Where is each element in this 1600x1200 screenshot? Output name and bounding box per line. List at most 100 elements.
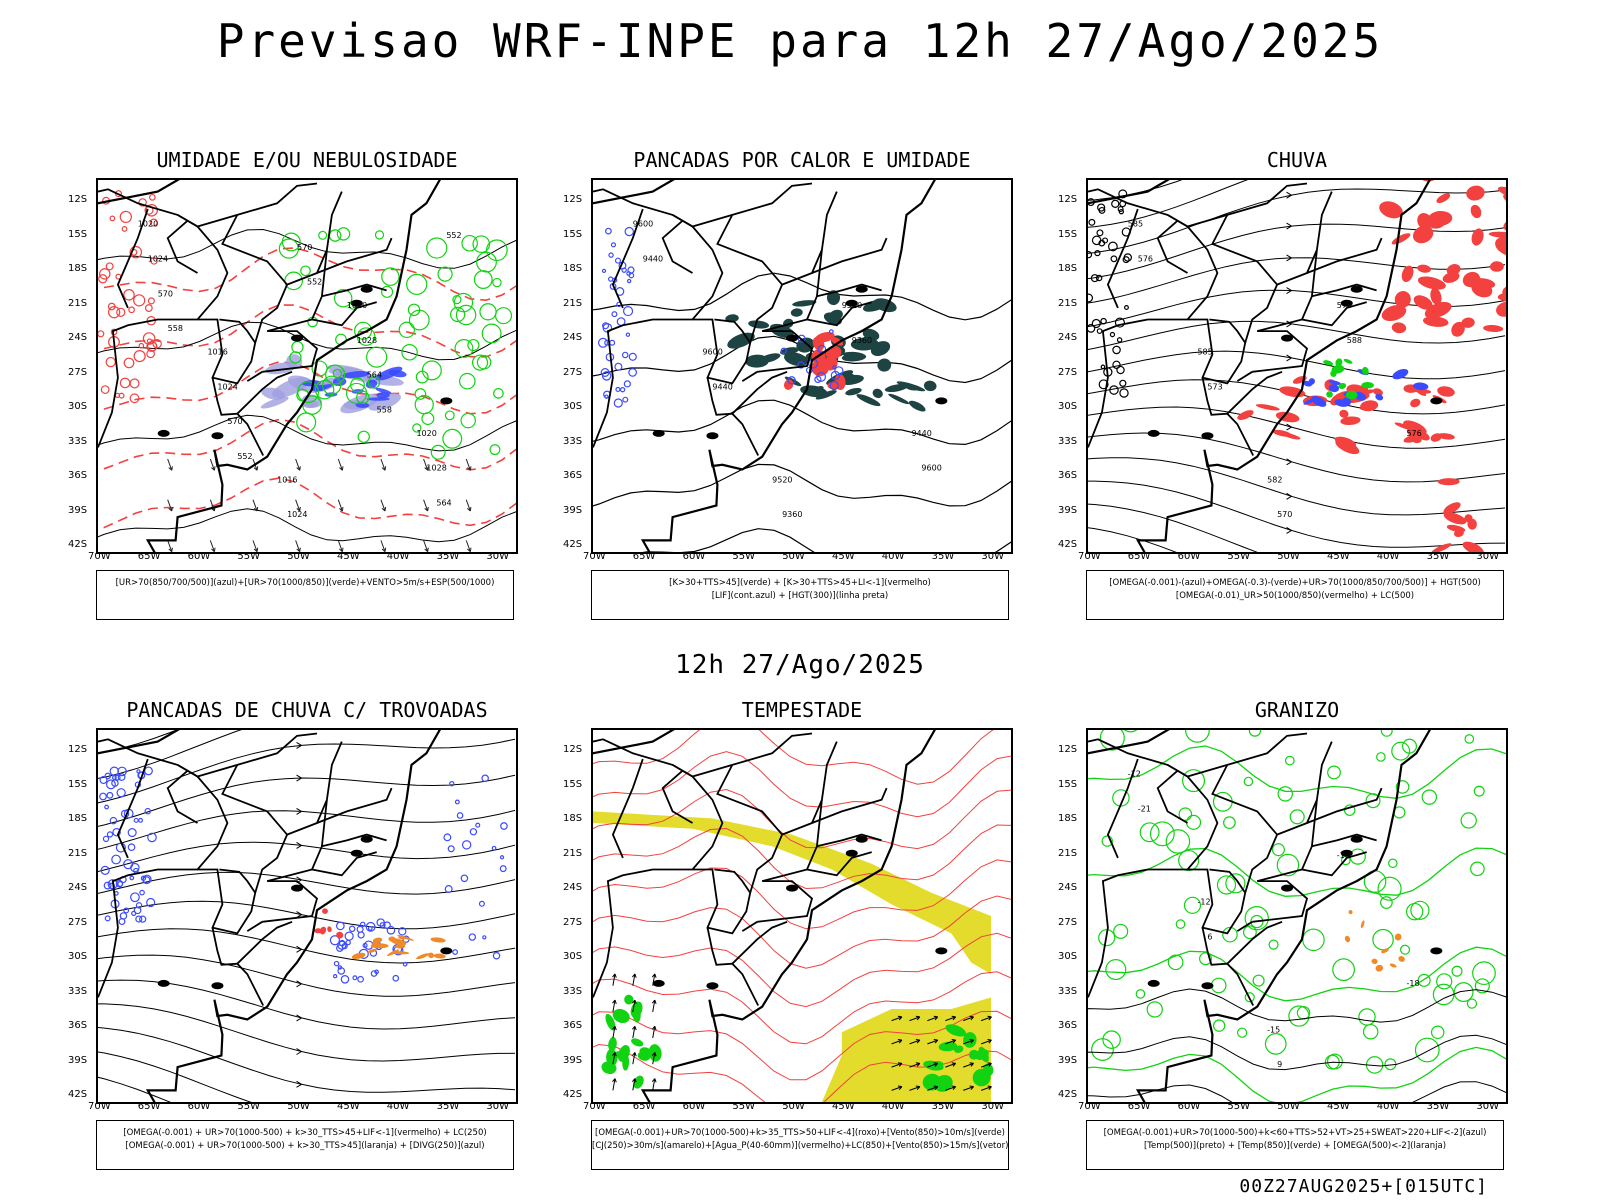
lat-tick-label: 33S bbox=[1058, 985, 1078, 997]
map-pancadas-calor: 9600 9600 9520 9520 9440 9440 9440 9360 9360 9600 bbox=[591, 178, 1013, 554]
contour-label: 558 bbox=[377, 406, 392, 415]
panel-title-chuva: CHUVA bbox=[1266, 148, 1328, 172]
lat-tick-label: 21S bbox=[68, 847, 88, 859]
lat-tick-label: 12S bbox=[563, 194, 583, 205]
lon-tick-label: 35W bbox=[931, 551, 955, 562]
lon-tick-label: 70W bbox=[1078, 551, 1101, 562]
legend-line: [CJ(250)>30m/s](amarelo)+[Agua_P(40-60mm… bbox=[592, 1141, 1009, 1151]
contour-label: -21 bbox=[1138, 804, 1151, 813]
lat-tick-label: 12S bbox=[1058, 744, 1078, 755]
lat-tick-label: 36S bbox=[68, 1020, 88, 1031]
run-timestamp: 00Z27AUG2025+[015UTC] bbox=[1239, 1176, 1488, 1197]
lon-tick-label: 70W bbox=[88, 1101, 111, 1112]
lon-tick-label: 35W bbox=[436, 551, 460, 562]
lon-tick-label: 60W bbox=[1177, 551, 1201, 562]
panel-title-pancadas-trovoadas: PANCADAS DE CHUVA C/ TROVOADAS bbox=[126, 698, 488, 722]
contour-label: 576 bbox=[1406, 429, 1421, 438]
contour-label: 9440 bbox=[712, 382, 732, 391]
lat-tick-label: 42S bbox=[68, 539, 88, 550]
lon-tick-label: 35W bbox=[1426, 551, 1450, 562]
lon-tick-label: 45W bbox=[337, 551, 360, 562]
contour-label: 570 bbox=[297, 243, 312, 252]
contour-label: 552 bbox=[307, 278, 322, 287]
legend-line: [UR>70(850/700/500)](azul)+[UR>70(1000/8… bbox=[115, 578, 495, 588]
lat-tick-label: 39S bbox=[68, 504, 88, 516]
contour-label: 579 bbox=[1337, 301, 1352, 310]
lon-tick-label: 30W bbox=[981, 1101, 1005, 1112]
lon-tick-label: 60W bbox=[187, 551, 211, 562]
lon-tick-label: 30W bbox=[981, 551, 1005, 562]
lat-tick-label: 15S bbox=[563, 778, 583, 790]
lat-tick-label: 12S bbox=[563, 744, 583, 755]
lon-tick-label: 65W bbox=[1127, 551, 1151, 562]
contour-label: 552 bbox=[237, 452, 252, 461]
lat-tick-label: 12S bbox=[68, 744, 88, 755]
legend-line: [K>30+TTS>45](verde) + [K>30+TTS>45+LI<-… bbox=[669, 578, 931, 588]
contour-label: 1024 bbox=[217, 382, 237, 391]
legend-line: [OMEGA(-0.001)+UR>70(1000-500)+k<60+TTS>… bbox=[1103, 1128, 1487, 1138]
map-umidade: 1020 1016 1016 1020 1020 1024 1024 1024 1028 1028… bbox=[96, 178, 518, 554]
contour-label: 1024 bbox=[148, 254, 168, 263]
lat-tick-label: 39S bbox=[563, 1054, 583, 1066]
contour-label: 9520 bbox=[842, 301, 862, 310]
lat-tick-label: 27S bbox=[68, 366, 88, 378]
lon-tick-label: 40W bbox=[386, 551, 410, 562]
lat-tick-label: 24S bbox=[1058, 882, 1078, 893]
lat-tick-label: 33S bbox=[68, 985, 88, 997]
contour-label: 570 bbox=[158, 289, 173, 298]
lon-tick-label: 50W bbox=[287, 551, 310, 562]
lat-tick-label: 33S bbox=[68, 435, 88, 447]
lat-tick-label: 27S bbox=[1058, 366, 1078, 378]
lat-tick-label: 21S bbox=[563, 847, 583, 859]
lon-tick-label: 40W bbox=[881, 1101, 905, 1112]
contour-label: 552 bbox=[446, 231, 461, 240]
panel-title-granizo: GRANIZO bbox=[1254, 698, 1340, 722]
lon-tick-label: 70W bbox=[583, 551, 606, 562]
lat-tick-label: 36S bbox=[1058, 470, 1078, 481]
lon-tick-label: 55W bbox=[732, 1101, 756, 1112]
lat-tick-label: 18S bbox=[68, 263, 88, 274]
lon-tick-label: 50W bbox=[287, 1101, 310, 1112]
lat-tick-label: 33S bbox=[563, 985, 583, 997]
contour-label: 564 bbox=[367, 371, 382, 380]
lon-tick-label: 65W bbox=[1127, 1101, 1151, 1112]
lon-tick-label: 50W bbox=[1277, 1101, 1300, 1112]
contour-label: 582 bbox=[1267, 475, 1282, 484]
lon-tick-label: 40W bbox=[1376, 551, 1400, 562]
lon-tick-label: 50W bbox=[782, 551, 805, 562]
lat-tick-label: 39S bbox=[68, 1054, 88, 1066]
map-pancadas-trovoadas bbox=[96, 728, 518, 1104]
contour-label: -15 bbox=[1267, 1025, 1280, 1034]
lat-tick-label: 36S bbox=[563, 1020, 583, 1031]
lon-tick-label: 35W bbox=[436, 1101, 460, 1112]
legend-line: [OMEGA(-0.001)+UR>70(1000-500)+k>35_TTS>… bbox=[595, 1128, 1005, 1138]
lon-tick-label: 70W bbox=[1078, 1101, 1101, 1112]
lat-tick-label: 15S bbox=[563, 228, 583, 240]
contour-label: 588 bbox=[1347, 336, 1362, 345]
lat-tick-label: 18S bbox=[1058, 263, 1078, 274]
lat-tick-label: 36S bbox=[1058, 1020, 1078, 1031]
lon-tick-label: 70W bbox=[88, 551, 111, 562]
legend-granizo: [OMEGA(-0.001)+UR>70(1000-500)+k<60+TTS>… bbox=[1086, 1120, 1504, 1170]
lat-tick-label: 18S bbox=[1058, 813, 1078, 824]
main-title: Previsao WRF-INPE para 12h 27/Ago/2025 bbox=[216, 14, 1384, 68]
contour-label: -12 bbox=[1128, 770, 1141, 779]
lon-tick-label: 40W bbox=[1376, 1101, 1400, 1112]
lat-tick-label: 42S bbox=[563, 1089, 583, 1100]
lat-tick-label: 33S bbox=[1058, 435, 1078, 447]
lat-tick-label: 15S bbox=[68, 778, 88, 790]
lon-tick-label: 60W bbox=[682, 1101, 706, 1112]
forecast-date-label: 12h 27/Ago/2025 bbox=[675, 650, 925, 680]
contour-label: 1020 bbox=[138, 220, 158, 229]
lat-tick-label: 30S bbox=[68, 951, 88, 962]
contour-label: 576 bbox=[1138, 254, 1153, 263]
lat-tick-label: 42S bbox=[68, 1089, 88, 1100]
lat-tick-label: 18S bbox=[563, 263, 583, 274]
lat-tick-label: 18S bbox=[68, 813, 88, 824]
contour-label: 1024 bbox=[287, 510, 307, 519]
lon-tick-label: 40W bbox=[881, 551, 905, 562]
contour-label: 585 bbox=[1128, 220, 1143, 229]
lat-tick-label: 21S bbox=[1058, 847, 1078, 859]
lon-tick-label: 45W bbox=[337, 1101, 360, 1112]
lon-tick-label: 40W bbox=[386, 1101, 410, 1112]
